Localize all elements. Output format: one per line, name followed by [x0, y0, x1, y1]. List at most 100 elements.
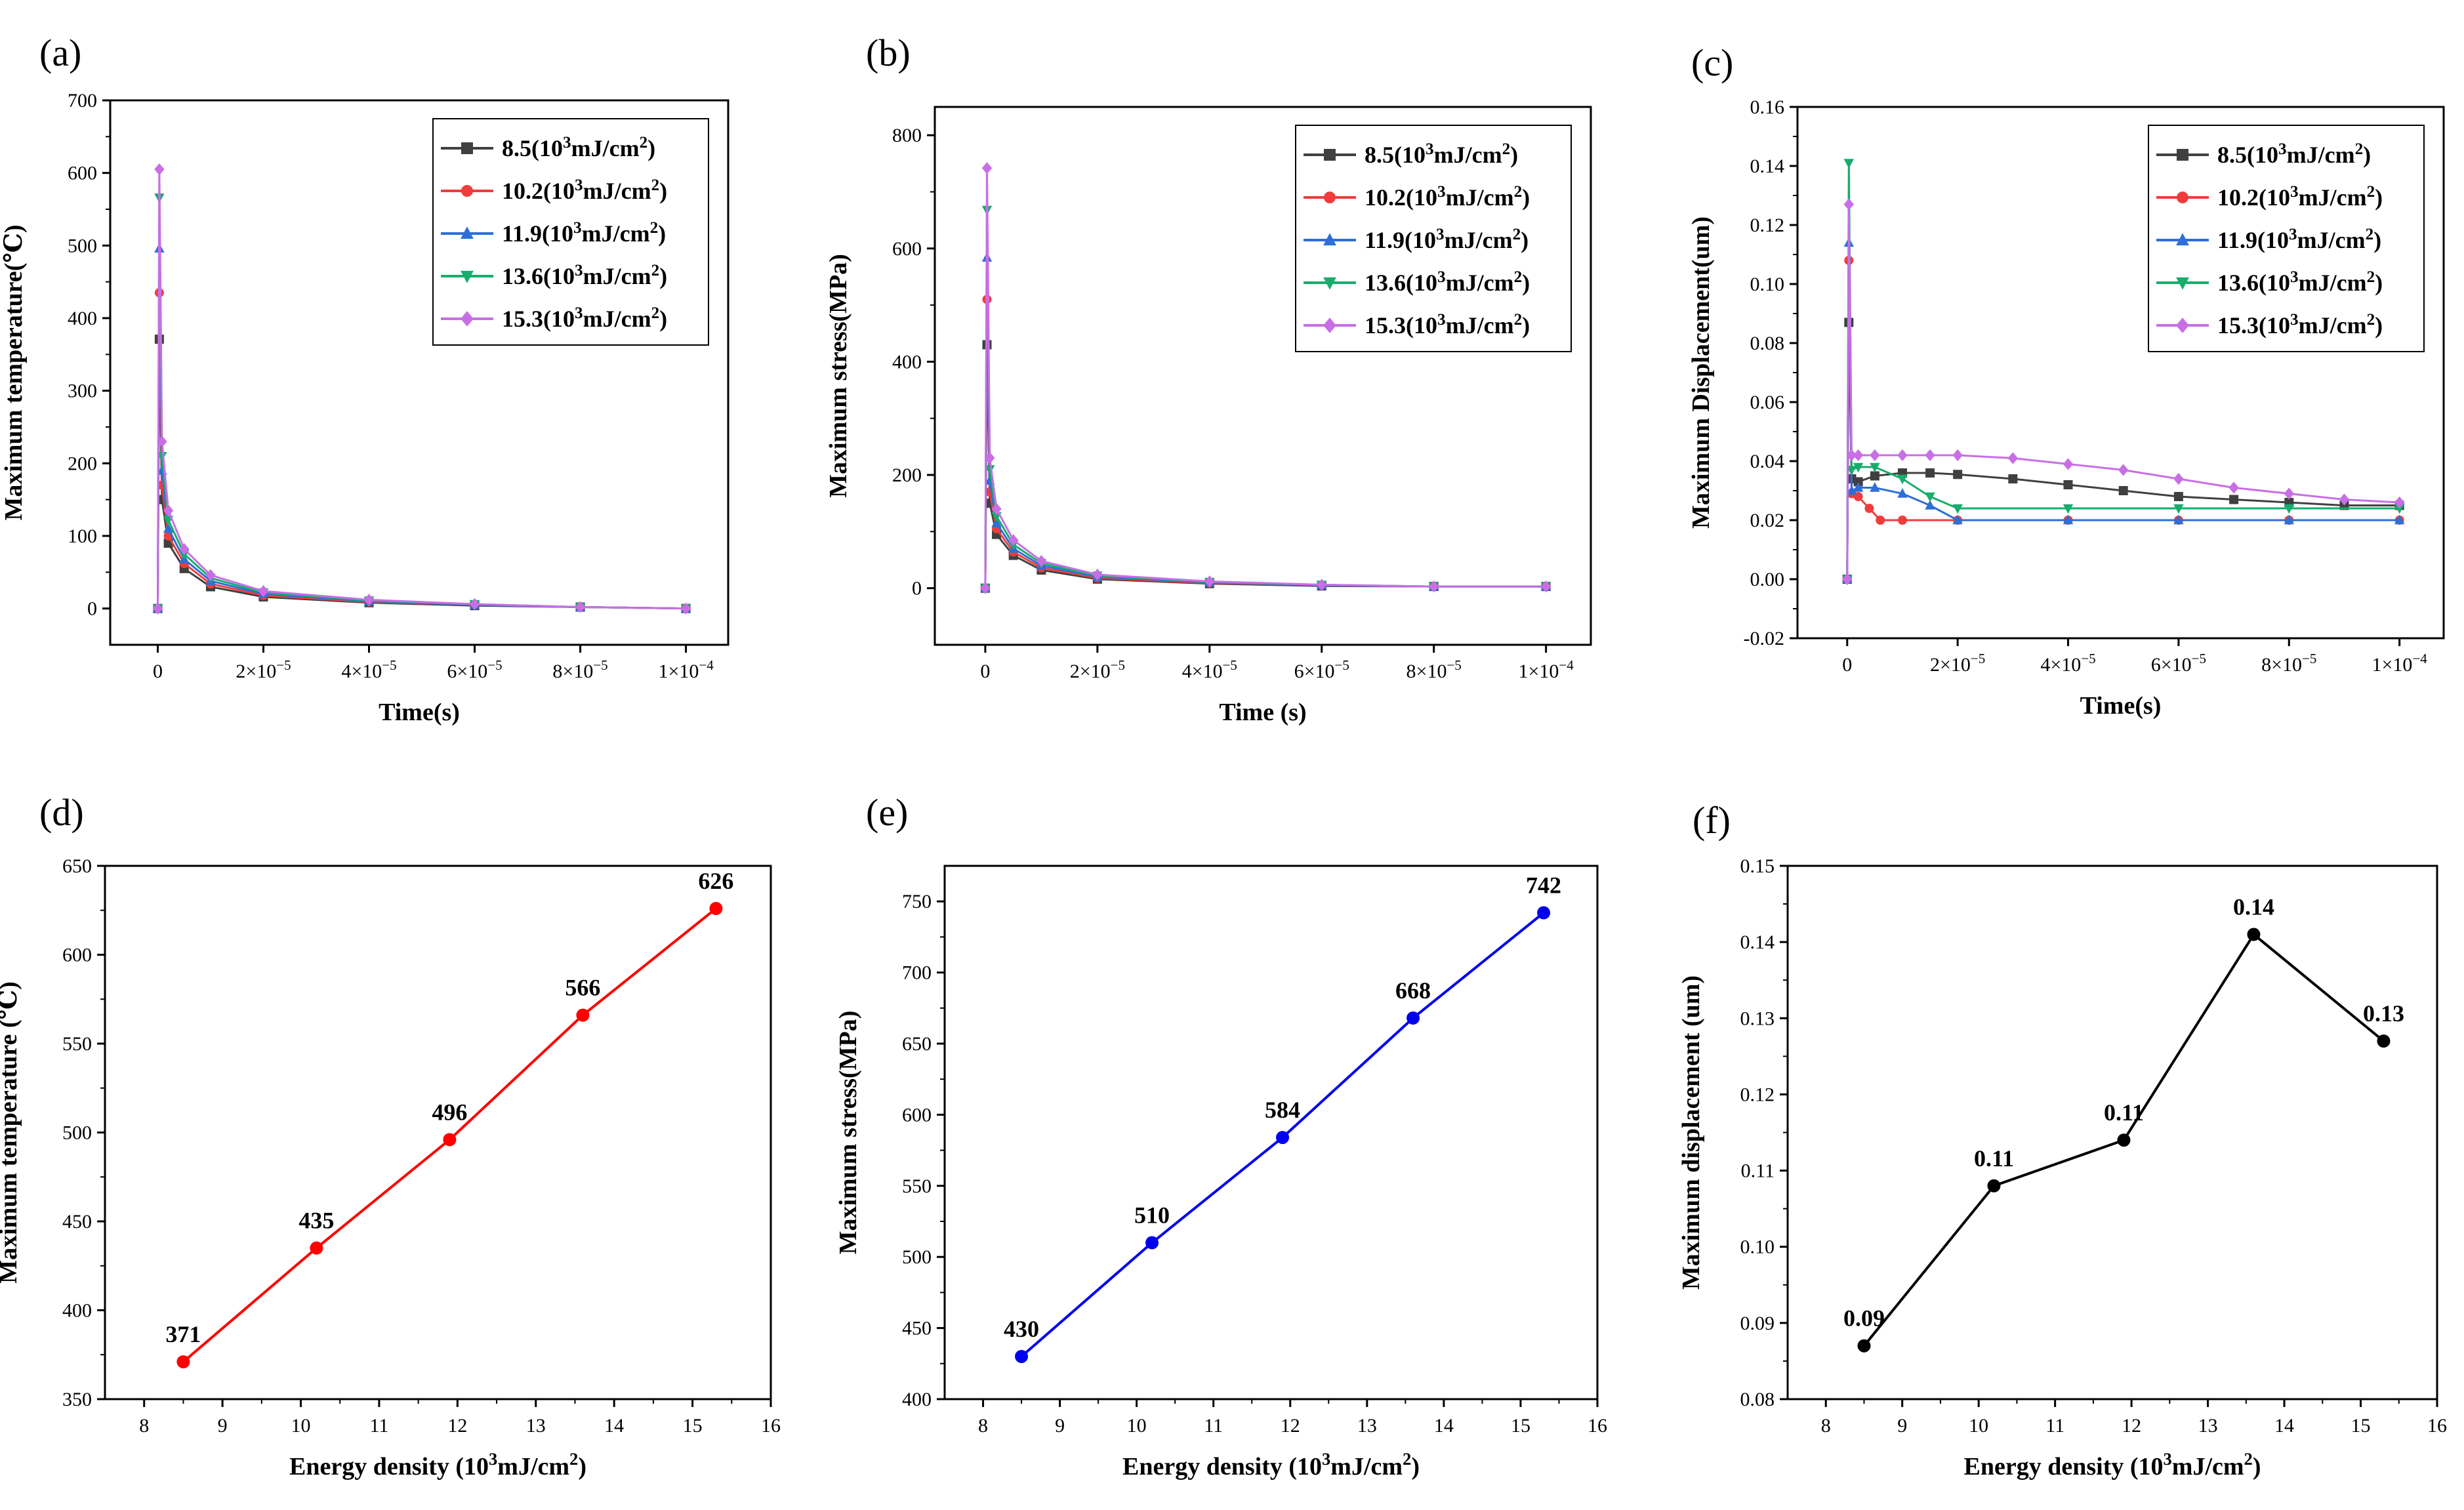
data-point — [2173, 504, 2184, 514]
data-point — [1537, 906, 1551, 920]
data-point — [1276, 1131, 1290, 1145]
y-tick-label: 350 — [62, 1389, 92, 1410]
y-tick-label: 0.16 — [1750, 96, 1785, 118]
y-tick-label: 0.10 — [1740, 1236, 1775, 1258]
x-tick-label: 10 — [1969, 1415, 1988, 1437]
legend-marker — [1323, 317, 1336, 333]
legend-marker — [1324, 149, 1336, 161]
data-label: 0.09 — [1843, 1305, 1885, 1332]
data-label: 0.14 — [2233, 894, 2274, 920]
x-tick-label: 0 — [153, 661, 163, 682]
x-tick-label: 11 — [1204, 1415, 1223, 1437]
legend-entry: 15.3(103mJ/cm2) — [1365, 311, 1530, 339]
data-point — [2284, 504, 2294, 514]
data-point — [2247, 928, 2261, 941]
data-point — [443, 1133, 457, 1147]
data-point — [179, 542, 190, 556]
data-point — [575, 601, 586, 613]
y-tick-label: 400 — [68, 308, 97, 329]
y-axis-title: Maximum displacement (um) — [1677, 975, 1705, 1290]
series-1 — [1842, 317, 2404, 584]
data-point — [1870, 471, 1879, 481]
x-tick-label: 15 — [2351, 1415, 2371, 1437]
y-tick-label: 650 — [62, 855, 92, 877]
data-point — [469, 598, 480, 611]
x-tick-label: 0 — [980, 661, 990, 682]
y-tick-label: -0.02 — [1744, 628, 1785, 649]
y-tick-label: 650 — [902, 1033, 932, 1055]
legend-frame — [432, 118, 709, 346]
data-point — [1853, 477, 1863, 487]
data-point — [1897, 449, 1908, 462]
data-point — [310, 1241, 323, 1255]
x-tick-label: 10 — [291, 1415, 311, 1437]
data-point — [1925, 500, 1935, 510]
x-tick-label: 12 — [1281, 1415, 1300, 1437]
x-tick-label: 14 — [604, 1415, 624, 1437]
x-tick-label: 14 — [2274, 1415, 2294, 1437]
y-tick-label: 700 — [68, 90, 97, 112]
data-point — [985, 452, 995, 464]
x-tick-label: 9 — [1897, 1415, 1907, 1437]
data-label: 626 — [698, 868, 733, 894]
data-point — [1407, 1011, 1420, 1025]
series-5 — [1842, 198, 2405, 586]
legend-frame — [2148, 125, 2425, 352]
legend-entry: 11.9(103mJ/cm2) — [1365, 226, 1529, 254]
data-label: 566 — [565, 975, 600, 1001]
legend-entry: 10.2(103mJ/cm2) — [1365, 183, 1530, 211]
legend-marker — [1323, 277, 1336, 290]
data-point — [2117, 1133, 2131, 1147]
y-tick-label: 0.09 — [1740, 1313, 1775, 1334]
x-axis-title: Time(s) — [379, 699, 460, 726]
data-point — [1843, 159, 1854, 169]
data-point — [709, 902, 723, 916]
data-point — [2063, 480, 2073, 489]
x-tick-label: 8×10−5 — [2261, 651, 2316, 676]
data-label: 0.13 — [2363, 1000, 2404, 1027]
series-line — [156, 339, 686, 610]
data-point — [1897, 474, 1908, 485]
y-tick-label: 550 — [902, 1175, 932, 1197]
y-tick-label: 0 — [87, 598, 97, 620]
data-point — [2063, 458, 2074, 470]
data-point — [2394, 496, 2405, 509]
x-tick-label: 8 — [978, 1415, 988, 1437]
y-axis-title: Maximum stress(MPa) — [834, 1011, 862, 1255]
legend-entry: 11.9(103mJ/cm2) — [502, 219, 666, 247]
legend-marker — [461, 311, 474, 327]
data-point — [2173, 492, 2183, 501]
legend-marker — [461, 142, 473, 154]
legend: 8.5(103mJ/cm2) 10.2(103mJ/cm2) 11.9(103mJ/… — [2148, 125, 2425, 352]
x-tick-label: 1×10−4 — [2372, 651, 2428, 676]
x-tick-label: 15 — [683, 1415, 703, 1437]
panel-c: (c) 0 2×10−5 4×10−5 6×10−5 8×10−5 1×10−4 -0.02 0… — [1687, 41, 2445, 720]
data-point — [2173, 514, 2184, 525]
x-tick-label: 16 — [761, 1415, 781, 1437]
x-tick-label: 10 — [1127, 1415, 1147, 1437]
x-axis-title: Time(s) — [2080, 692, 2162, 720]
panel-label: (d) — [39, 791, 84, 834]
data-point — [981, 162, 993, 174]
data-point — [2063, 514, 2074, 525]
data-point — [363, 594, 375, 606]
data-point — [2394, 514, 2405, 525]
legend-marker — [1324, 192, 1336, 203]
data-point — [2118, 486, 2128, 495]
data-point — [1853, 462, 1864, 473]
x-tick-label: 12 — [2122, 1415, 2141, 1437]
data-point — [2284, 487, 2294, 500]
data-point — [152, 602, 163, 615]
data-point — [2377, 1034, 2391, 1048]
data-point — [2007, 452, 2019, 464]
panel-label: (b) — [866, 31, 911, 74]
y-tick-label: 0.12 — [1740, 1084, 1775, 1105]
data-point — [1145, 1236, 1159, 1250]
y-tick-label: 0.11 — [1741, 1160, 1775, 1182]
legend-marker — [2176, 277, 2189, 290]
series-line — [984, 344, 1546, 588]
series-1 — [153, 335, 691, 613]
legend-entry: 10.2(103mJ/cm2) — [2217, 183, 2383, 211]
data-point — [1857, 1339, 1871, 1353]
y-tick-label: 0.08 — [1750, 333, 1785, 354]
